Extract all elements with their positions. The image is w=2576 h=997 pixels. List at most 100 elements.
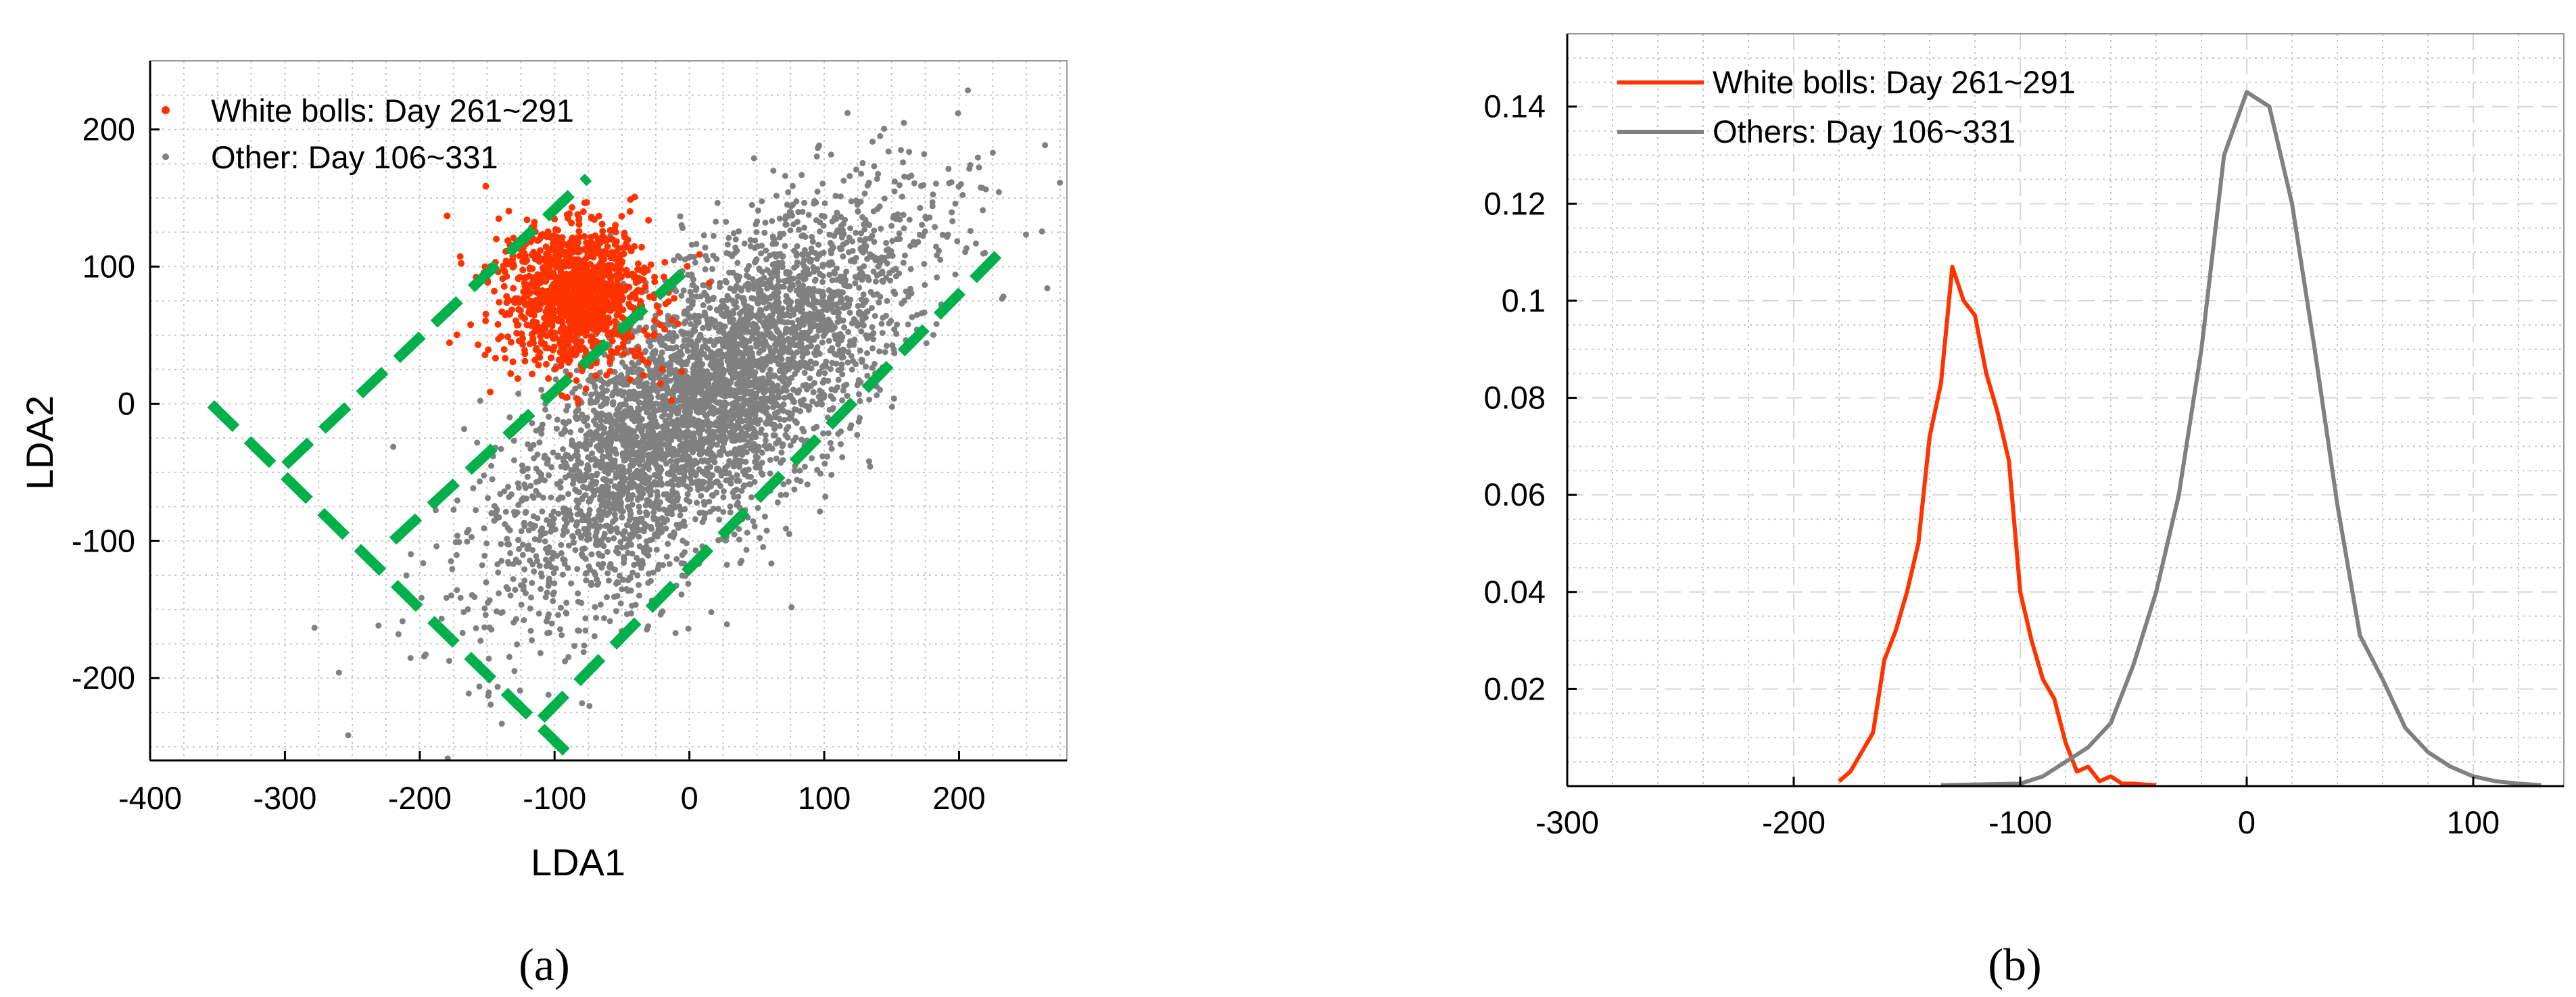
other-point [923,340,930,347]
other-point [770,404,776,411]
other-point [699,447,706,454]
other-point [783,491,790,498]
other-point [529,420,535,427]
other-point [889,253,896,259]
other-point [774,283,781,289]
other-point [453,552,460,558]
other-point [612,566,619,573]
other-point [734,327,741,334]
other-point [654,435,661,441]
other-point [832,270,838,277]
other-point [865,179,872,186]
other-point [826,287,832,293]
other-point [665,447,672,454]
other-point [891,188,898,195]
other-point [785,424,792,430]
other-point [774,328,781,334]
white-bolls-point [502,258,510,265]
other-point [538,387,545,393]
other-point [732,344,739,351]
white-bolls-point [706,279,713,287]
other-point [811,425,817,432]
other-point [857,347,863,354]
other-point [550,516,557,522]
other-point [673,344,679,351]
other-point [646,385,653,392]
other-point [781,319,788,326]
other-point [832,336,839,343]
other-point [699,509,706,516]
other-point [715,479,721,486]
other-point [621,560,627,566]
other-point [853,197,859,204]
other-point [603,443,610,450]
white-bolls-point [654,303,661,310]
white-bolls-point [500,283,508,290]
other-point [730,269,736,276]
other-point [529,561,536,568]
white-bolls-point [573,377,580,384]
other-point [690,462,696,468]
other-point [696,484,702,491]
other-point [619,480,625,487]
other-point [634,496,641,503]
other-point [847,258,854,264]
other-point [639,437,646,443]
other-point [776,354,782,360]
other-point [604,464,611,471]
other-point [613,548,619,554]
other-point [675,427,682,433]
other-point [668,478,675,485]
other-point [798,172,805,178]
other-point [531,568,538,575]
other-point [776,234,783,241]
other-point [1042,142,1049,149]
other-point [546,629,552,636]
other-point [673,367,679,373]
other-point [619,359,625,366]
other-point [628,477,635,483]
other-point [859,276,865,283]
other-point [874,176,880,183]
other-point [740,296,747,303]
other-point [732,244,739,251]
other-point [817,219,824,226]
other-point [980,207,986,214]
other-point [575,500,581,506]
other-point [750,295,757,302]
other-point [732,456,739,463]
other-point [482,612,489,618]
other-point [544,460,550,467]
other-point [573,447,580,454]
other-point [485,495,491,502]
other-point [739,335,746,341]
other-point [884,297,890,304]
other-point [544,517,550,523]
other-point [571,643,578,650]
other-point [646,367,653,374]
other-point [776,277,782,284]
other-point [769,353,776,360]
other-point [775,260,782,266]
other-point [572,547,579,554]
other-point [748,473,754,480]
other-point [790,359,797,366]
white-bolls-point [661,259,669,266]
other-point [879,330,886,336]
other-point [621,457,627,464]
other-point [601,615,607,622]
other-point [809,455,815,462]
other-point [694,500,700,506]
other-point [863,236,869,242]
white-bolls-point [510,285,517,292]
other-point [878,320,885,327]
other-point [469,534,475,540]
other-point [883,239,890,246]
other-point [511,668,518,675]
other-point [574,519,580,526]
other-point [711,459,718,466]
other-point [607,561,614,567]
other-point [723,249,730,256]
other-point [801,257,807,264]
